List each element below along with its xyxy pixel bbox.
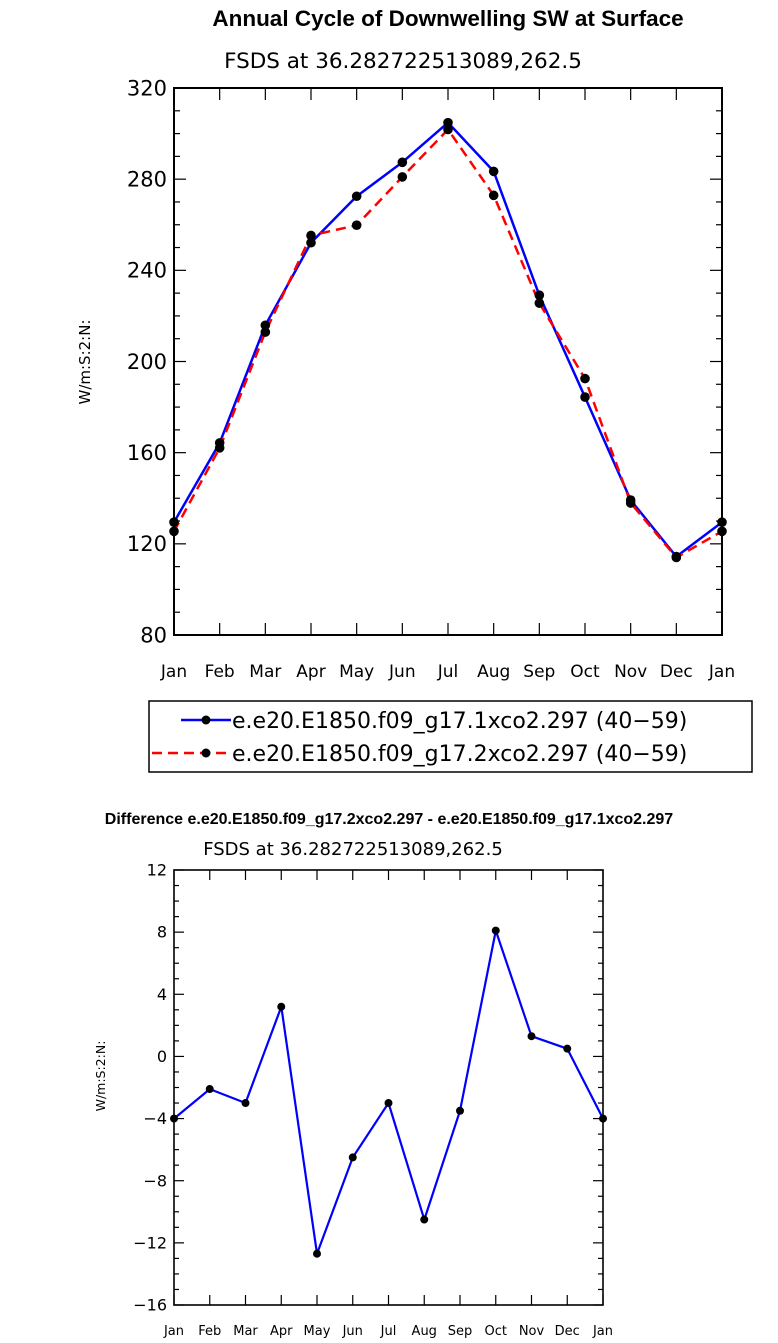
legend-marker-1 (201, 715, 211, 725)
series-1-point (260, 320, 271, 331)
chart-top-subtitle: FSDS at 36.282722513089,262.5 (224, 49, 582, 74)
y-tick-label: −8 (143, 1171, 167, 1190)
x-tick-label: Apr (270, 1324, 293, 1339)
chart-bottom-series (170, 926, 607, 1258)
legend-box (148, 700, 753, 773)
series-1-point (534, 290, 545, 300)
series-1-point (527, 1032, 536, 1041)
series-2-point (488, 190, 499, 201)
series-1-point (313, 1249, 321, 1258)
chart-bottom: Difference e.e20.E1850.f09_g17.2xco2.297… (93, 811, 673, 1339)
y-tick-label: −12 (133, 1233, 167, 1252)
chart-top-series (169, 117, 727, 563)
y-tick-label: 320 (127, 76, 167, 100)
legend-label-1: e.e20.E1850.f09_g17.1xco2.297 (40−59) (232, 709, 687, 734)
x-tick-label: Jun (388, 662, 416, 682)
y-tick-label: 0 (157, 1047, 167, 1066)
series-line-1 (172, 121, 723, 558)
x-tick-label: Feb (205, 662, 235, 682)
x-tick-label: Oct (485, 1324, 507, 1339)
series-2-point (625, 498, 636, 508)
chart-top-title: Annual Cycle of Downwelling SW at Surfac… (212, 6, 683, 31)
chart-bottom-title: Difference e.e20.E1850.f09_g17.2xco2.297… (105, 811, 674, 828)
legend-marker-2 (201, 748, 211, 758)
chart-bottom-subtitle: FSDS at 36.282722513089,262.5 (203, 839, 503, 860)
x-tick-label: Jan (160, 662, 187, 682)
x-tick-label: May (304, 1324, 331, 1339)
x-tick-label: Feb (198, 1324, 221, 1339)
series-2-point (351, 220, 362, 231)
series-1-point (397, 157, 408, 168)
series-1-point (456, 1106, 464, 1115)
x-tick-label: Mar (233, 1324, 258, 1339)
chart-top-xaxis: Jan Feb Mar Apr May Jun Jul Aug Sep Oct Nov Dec Jan (160, 88, 735, 682)
legend-label-2: e.e20.E1850.f09_g17.2xco2.297 (40−59) (232, 742, 687, 767)
series-2-point (260, 327, 271, 337)
y-tick-label: 280 (127, 168, 167, 192)
chart-top: Annual Cycle of Downwelling SW at Surfac… (76, 6, 753, 773)
x-tick-label: Oct (570, 662, 600, 682)
x-tick-label: Aug (477, 662, 510, 682)
series-1-point (420, 1215, 429, 1224)
series-2-point (397, 172, 408, 182)
series-1-point (351, 191, 362, 202)
chart-top-legend: e.e20.E1850.f09_g17.1xco2.297 (40−59) e.… (148, 700, 753, 773)
series-1-point (205, 1085, 214, 1094)
series-line-2 (172, 128, 723, 559)
y-tick-label: 4 (157, 985, 167, 1004)
y-tick-label: 240 (127, 259, 167, 283)
x-tick-label: Jan (708, 662, 735, 682)
series-1-point (488, 166, 499, 177)
x-tick-label: Jul (437, 662, 459, 682)
y-tick-label: 8 (157, 923, 167, 942)
series-1-point (563, 1044, 572, 1053)
x-tick-label: Mar (249, 662, 281, 682)
x-tick-label: Jun (342, 1324, 363, 1339)
y-tick-label: 80 (140, 623, 167, 647)
y-tick-label: 12 (147, 861, 167, 880)
series-2-point (671, 552, 682, 563)
chart-bottom-xaxis: Jan Feb Mar Apr May Jun Jul Aug Sep Oct Nov Dec Jan (163, 870, 613, 1339)
x-tick-label: Dec (555, 1324, 580, 1339)
series-1-point (348, 1153, 357, 1162)
series-1-point (384, 1099, 393, 1108)
series-2-point (443, 124, 453, 135)
chart-top-yaxis: 80 120 160 200 240 280 320 (127, 76, 722, 647)
x-tick-label: May (339, 662, 374, 682)
series-1-point (241, 1099, 250, 1108)
y-tick-label: −4 (143, 1109, 167, 1128)
chart-bottom-frame (173, 869, 604, 1306)
chart-bottom-ylabel: W/m:S:2:N: (93, 1041, 108, 1112)
y-tick-label: 160 (127, 441, 167, 465)
chart-top-ylabel: W/m:S:2:N: (76, 320, 94, 405)
x-tick-label: Sep (523, 662, 555, 682)
x-tick-label: Jan (163, 1324, 184, 1339)
series-1-point (491, 926, 500, 935)
x-tick-label: Jan (592, 1324, 613, 1339)
y-tick-label: −16 (133, 1296, 167, 1315)
x-tick-label: Nov (614, 662, 647, 682)
series-line-1 (173, 929, 604, 1255)
series-2-point (580, 373, 590, 384)
series-2-point (214, 443, 225, 453)
x-tick-label: Aug (412, 1324, 437, 1339)
series-1-point (580, 392, 590, 402)
x-tick-label: Jul (380, 1324, 397, 1339)
series-2-point (534, 298, 545, 308)
y-tick-label: 200 (127, 350, 167, 374)
x-tick-label: Apr (296, 662, 325, 682)
x-tick-label: Sep (448, 1324, 473, 1339)
x-tick-label: Dec (660, 662, 693, 682)
x-tick-label: Nov (519, 1324, 545, 1339)
chart-bottom-yaxis: −16 −12 −8 −4 0 4 8 12 (133, 861, 603, 1315)
series-1-point (443, 117, 453, 128)
y-tick-label: 120 (127, 532, 167, 556)
series-2-point (306, 230, 316, 241)
series-1-point (277, 1002, 286, 1011)
chart-top-frame (173, 87, 723, 636)
series-1-point (306, 237, 316, 248)
